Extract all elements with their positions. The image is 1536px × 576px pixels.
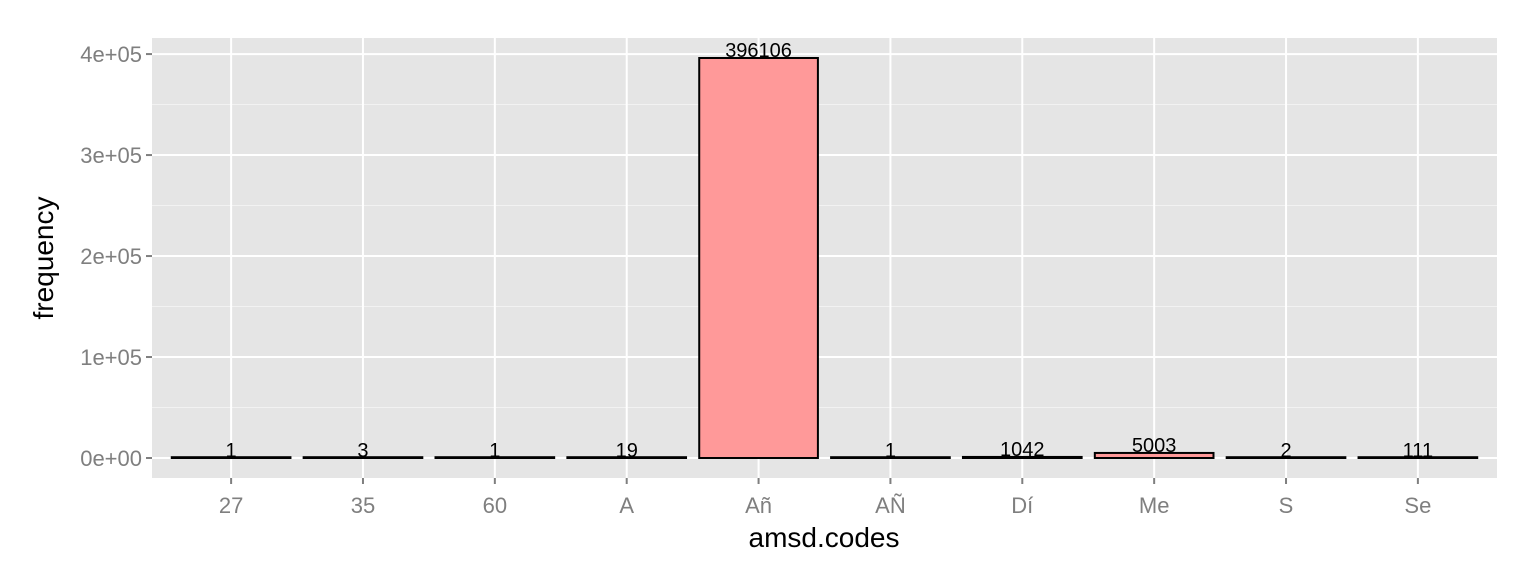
x-tick-label: AÑ — [875, 493, 906, 518]
x-tick-label: 60 — [483, 493, 507, 518]
bar — [830, 456, 951, 460]
y-axis-title: frequency — [28, 197, 59, 320]
bar — [170, 456, 292, 460]
bar — [1225, 456, 1347, 460]
bar — [302, 456, 424, 460]
bar — [961, 455, 1083, 460]
x-tick-label: 27 — [219, 493, 243, 518]
data-label: 1 — [885, 440, 896, 462]
y-tick-label: 4e+05 — [80, 42, 142, 67]
data-label: 19 — [616, 440, 638, 462]
y-tick-label: 2e+05 — [80, 244, 142, 269]
x-tick-label: Añ — [745, 493, 772, 518]
bars — [170, 56, 1479, 460]
x-axis: 27 35 60 A Añ AÑ Dí Me S Se — [219, 478, 1431, 518]
bar — [1357, 456, 1479, 460]
data-label: 1 — [489, 440, 500, 462]
data-labels: 1 3 1 19 396106 1 1042 5003 2 111 — [226, 40, 1434, 462]
y-tick-label: 1e+05 — [80, 345, 142, 370]
data-label: 5003 — [1132, 435, 1177, 457]
y-tick-label: 3e+05 — [80, 143, 142, 168]
x-tick-label: Me — [1139, 493, 1170, 518]
x-tick-label: A — [619, 493, 634, 518]
y-tick-label: 0e+00 — [80, 446, 142, 471]
data-label: 1042 — [1000, 439, 1045, 461]
bar — [698, 56, 819, 460]
bar — [434, 456, 556, 460]
y-axis: 0e+00 1e+05 2e+05 3e+05 4e+05 — [80, 42, 152, 471]
x-tick-label: 35 — [351, 493, 375, 518]
x-tick-label: S — [1279, 493, 1294, 518]
bar — [566, 456, 688, 460]
bar — [1093, 451, 1215, 460]
data-label: 1 — [226, 440, 237, 462]
x-axis-title: amsd.codes — [749, 522, 900, 553]
x-tick-label: Se — [1404, 493, 1431, 518]
data-label: 396106 — [725, 40, 792, 62]
x-tick-label: Dí — [1011, 493, 1033, 518]
plot-panel — [152, 38, 1497, 478]
data-label: 111 — [1403, 440, 1433, 462]
data-label: 3 — [357, 440, 368, 462]
data-label: 2 — [1280, 440, 1291, 462]
minor-gridlines — [152, 104, 1497, 409]
